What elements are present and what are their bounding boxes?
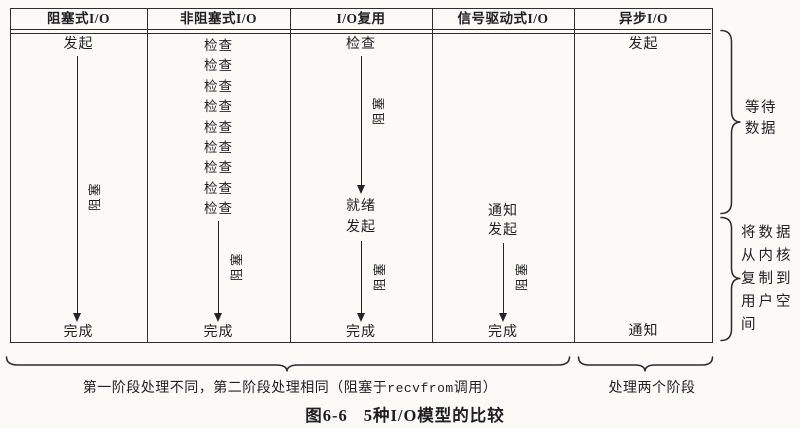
multiplex-blocked-copy-label: 阻塞 [373,261,387,292]
header-signal-driven-io: 信号驱动式I/O [457,11,549,26]
blocking-arrow-down [72,56,82,322]
copy-data-line: 间 [741,317,759,333]
footnote-left-code: recvfrom [387,381,454,396]
signal-complete-label: 完成 [488,325,518,340]
wait-data-line: 等待 [745,100,777,116]
nonblocking-blocked-label: 阻塞 [230,251,244,282]
figure-caption-title: 5种I/O模型的比较 [363,406,505,425]
check-item: 检查 [204,38,233,53]
brace-copy-data [720,216,741,342]
signal-notify-label: 通知 [488,204,518,219]
io-models-table [10,8,713,343]
nonblocking-arrow-down [213,221,223,322]
header-async-io: 异步I/O [618,11,668,26]
check-item: 检查 [204,58,233,74]
multiplex-arrow-copy [356,241,366,322]
multiplex-arrow-wait [356,56,366,194]
wait-data-label: 等待 数据 [745,98,777,140]
signal-arrow-down [498,243,508,322]
header-separator-line-1 [11,29,711,31]
check-item: 检查 [204,140,233,156]
check-item: 检查 [204,160,233,176]
figure-caption: 图6-6 5种I/O模型的比较 [0,402,800,426]
footnote-left: 第一阶段处理不同，第二阶段处理相同（阻塞于recvfrom调用） [10,377,570,397]
multiplex-complete-label: 完成 [346,325,376,340]
footnote-right: 处理两个阶段 [608,381,696,396]
nonblocking-complete-label: 完成 [203,325,234,340]
check-item: 检查 [204,119,233,135]
copy-data-line: 从内核 [741,248,794,264]
multiplex-blocked-wait-label: 阻塞 [372,95,386,126]
underbrace-async [577,356,714,372]
multiplex-ready-label: 就绪 [346,199,376,214]
async-start-label: 发起 [628,37,659,52]
header-nonblocking-io: 非阻塞式I/O [179,11,257,26]
header-io-multiplexing: I/O复用 [336,11,386,26]
underbrace-first-four-models [5,356,571,372]
check-item: 检查 [204,201,233,217]
column-divider-3 [432,8,434,343]
column-divider-1 [147,8,149,343]
footnote-left-pre: 第一阶段处理不同，第二阶段处理相同（阻塞于 [82,381,388,396]
copy-data-line: 复制到 [741,271,794,287]
blocking-blocked-label: 阻塞 [88,181,102,212]
header-blocking-io: 阻塞式I/O [46,11,110,26]
header-separator-line-2 [11,33,711,35]
copy-data-line: 用户空 [741,294,794,310]
wait-data-line: 数据 [745,121,777,137]
signal-blocked-label: 阻塞 [515,261,529,292]
blocking-start-label: 发起 [63,37,94,52]
copy-data-line: 将数据 [741,225,794,241]
async-notify-label: 通知 [628,324,659,339]
footnote-left-post: 调用） [453,381,498,396]
blocking-complete-label: 完成 [63,325,94,340]
check-item: 检查 [204,99,233,115]
column-divider-2 [290,8,292,343]
signal-start-label: 发起 [488,223,518,238]
check-item: 检查 [204,180,233,196]
nonblocking-check-list: 检查 检查 检查 检查 检查 检查 检查 检查 检查 [147,36,290,220]
multiplex-start-label: 发起 [346,220,376,235]
brace-wait-data [720,29,741,215]
check-item: 检查 [204,78,233,94]
column-divider-4 [574,8,576,343]
figure-caption-number: 图6-6 [305,406,348,425]
multiplex-check-label: 检查 [346,37,376,52]
copy-data-label: 将数据 从内核 复制到 用户空 间 [741,222,794,337]
